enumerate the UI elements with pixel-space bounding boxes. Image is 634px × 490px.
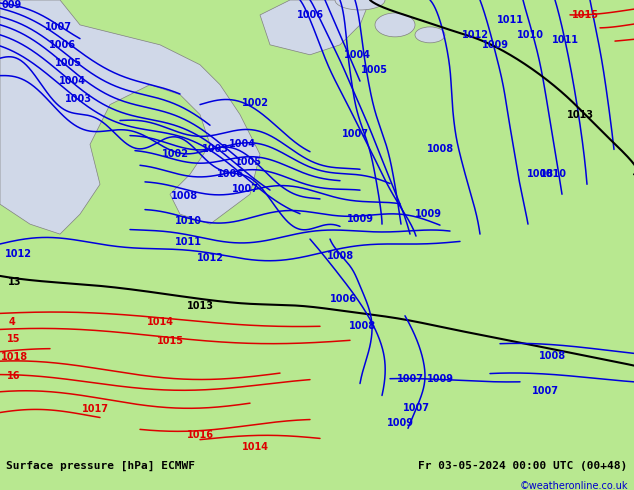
Text: 1011: 1011 [496,15,524,25]
Text: 1007: 1007 [531,387,559,396]
Ellipse shape [335,0,385,10]
Text: 1006: 1006 [216,170,243,179]
Text: 1007: 1007 [403,403,429,414]
Text: 1008: 1008 [538,351,566,361]
Text: 13: 13 [8,277,22,287]
Polygon shape [0,0,260,234]
Text: 4: 4 [9,317,15,327]
Text: 1008: 1008 [526,170,553,179]
Text: 1014: 1014 [242,442,269,452]
Text: 1014: 1014 [146,317,174,327]
Text: Surface pressure [hPa] ECMWF: Surface pressure [hPa] ECMWF [6,461,195,471]
Text: 1011: 1011 [552,35,578,45]
Text: 1008: 1008 [171,191,198,201]
Text: 1009: 1009 [387,418,413,428]
Text: 1008: 1008 [327,251,354,261]
Text: 16: 16 [7,370,21,381]
Text: 1017: 1017 [82,404,108,415]
Text: 1002: 1002 [242,98,269,108]
Text: 1010: 1010 [517,30,543,40]
Text: 1003: 1003 [65,94,91,103]
Text: 1003: 1003 [202,145,228,154]
Text: 1018: 1018 [1,352,27,362]
Text: 1006: 1006 [330,294,356,304]
Text: 1009: 1009 [481,40,508,50]
Text: 1010: 1010 [174,216,202,226]
Text: 1013: 1013 [567,110,593,120]
Text: 1007: 1007 [396,373,424,384]
Text: 1006: 1006 [297,10,323,20]
Text: 1004: 1004 [58,75,86,86]
Text: 1015: 1015 [157,336,183,345]
Text: 1012: 1012 [197,253,224,263]
Text: Fr 03-05-2024 00:00 UTC (00+48): Fr 03-05-2024 00:00 UTC (00+48) [418,461,628,471]
Text: 1009: 1009 [347,214,373,224]
Text: 1005: 1005 [55,58,82,68]
Text: 1007: 1007 [44,22,72,32]
Text: 1016: 1016 [186,430,214,441]
Text: 1008: 1008 [427,145,453,154]
Text: 1006: 1006 [48,40,75,50]
Polygon shape [260,0,370,55]
Text: 1009: 1009 [427,373,453,384]
Text: 1012: 1012 [462,30,489,40]
Ellipse shape [415,27,445,43]
Text: 1015: 1015 [571,10,598,20]
Ellipse shape [375,13,415,37]
Text: 15: 15 [7,334,21,343]
Text: 1005: 1005 [235,157,261,168]
Text: 009: 009 [2,0,22,10]
Text: 1009: 1009 [415,209,441,219]
Text: 1002: 1002 [162,149,188,159]
Text: 1005: 1005 [361,65,387,75]
Text: 1012: 1012 [4,249,32,259]
Text: 1008: 1008 [349,321,375,331]
Text: 1010: 1010 [540,170,567,179]
Text: 1013: 1013 [186,301,214,311]
Text: 1007: 1007 [342,129,368,140]
Text: 1004: 1004 [344,50,370,60]
Text: 1004: 1004 [228,140,256,149]
Text: 1011: 1011 [174,237,202,247]
Text: ©weatheronline.co.uk: ©weatheronline.co.uk [519,481,628,490]
Text: 1007: 1007 [231,184,259,194]
